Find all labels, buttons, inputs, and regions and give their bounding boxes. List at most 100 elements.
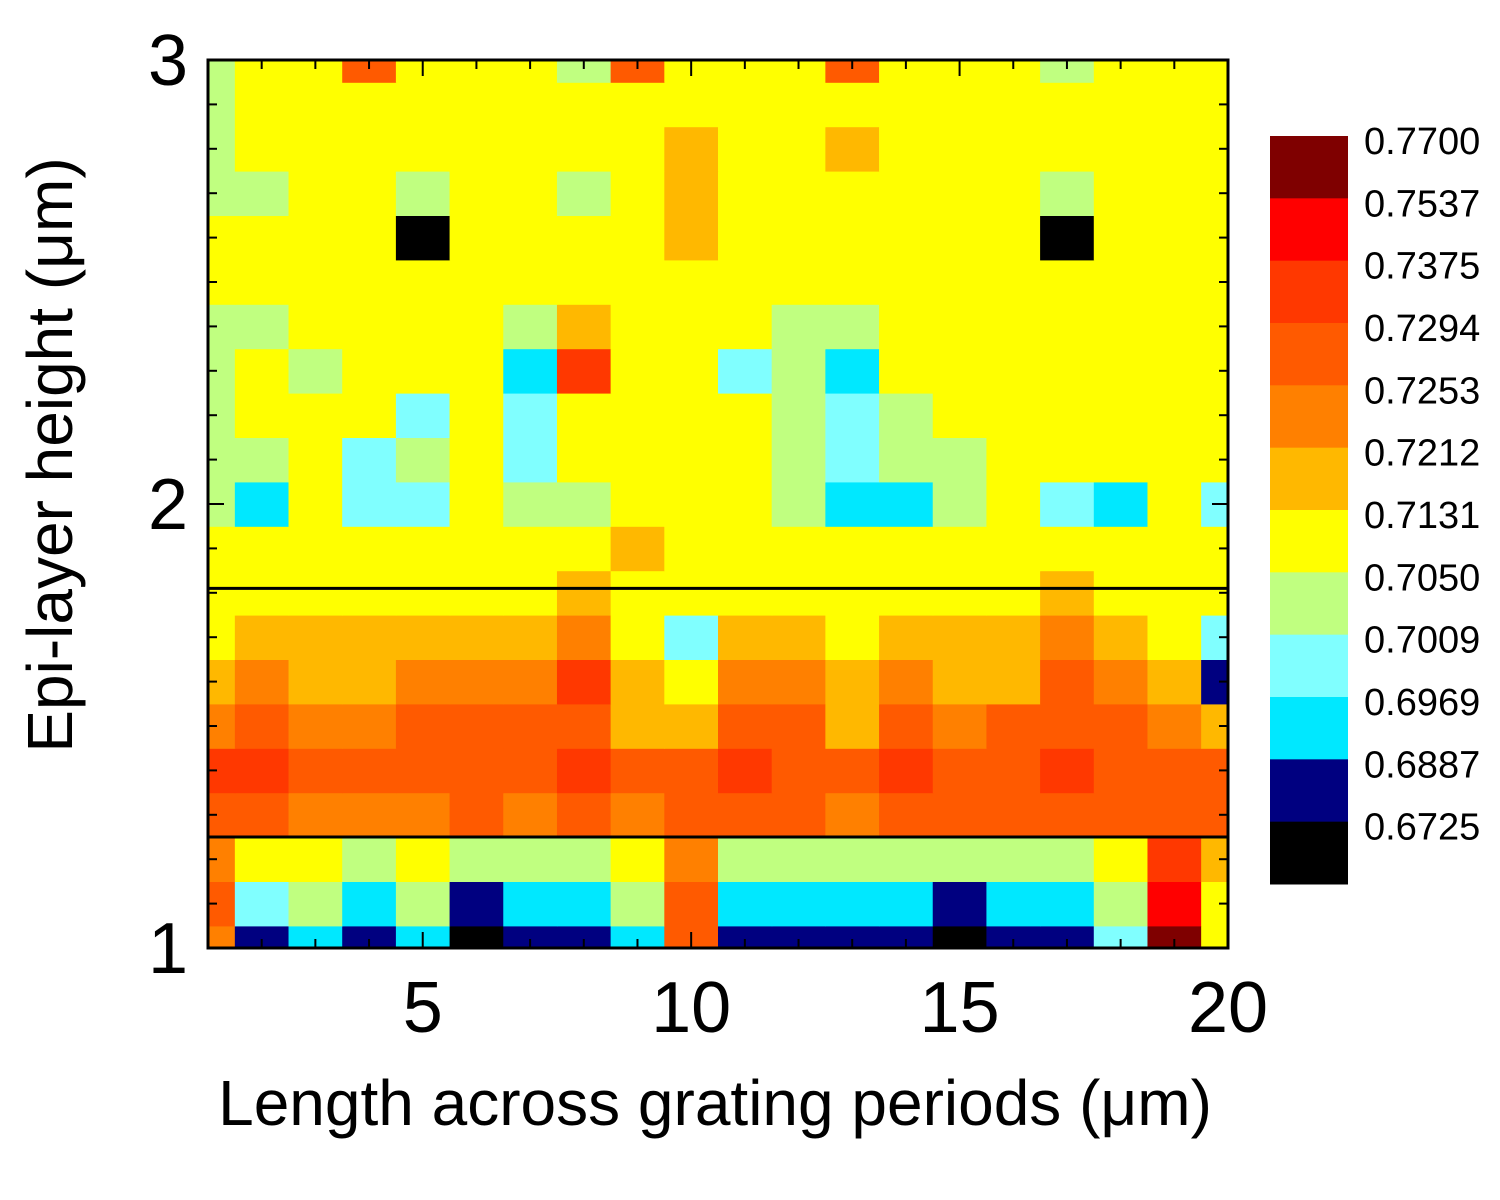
contour-cell: [986, 881, 1041, 927]
contour-cell: [1040, 748, 1095, 794]
contour-cell: [556, 259, 612, 305]
contour-cell: [449, 82, 504, 128]
contour-cell: [932, 393, 988, 438]
contour-cell: [234, 171, 290, 216]
contour-cell: [1040, 171, 1095, 216]
contour-cell: [610, 615, 665, 660]
contour-cell: [664, 881, 719, 927]
contour-cell: [879, 304, 934, 350]
contour-cell: [234, 60, 290, 83]
contour-cell: [1093, 393, 1149, 438]
contour-cell: [825, 60, 880, 83]
contour-cell: [771, 703, 826, 749]
contour-cell: [932, 792, 988, 838]
contour-cell: [932, 126, 988, 172]
contour-cell: [208, 60, 236, 83]
contour-cell: [395, 215, 451, 261]
contour-cell: [879, 570, 934, 616]
contour-cell: [664, 437, 719, 483]
contour-cell: [879, 526, 934, 572]
contour-cell: [825, 348, 880, 394]
contour-cell: [771, 304, 826, 350]
contour-cell: [718, 481, 773, 527]
contour-cell: [449, 481, 504, 527]
contour-cell: [288, 393, 343, 438]
contour-cell: [1093, 437, 1149, 483]
colorbar-label: 0.6887: [1364, 744, 1480, 786]
contour-cell: [395, 615, 451, 660]
contour-cell: [825, 393, 880, 438]
contour-cell: [825, 437, 880, 483]
contour-cell: [610, 215, 665, 261]
contour-cell: [610, 60, 665, 83]
contour-cell: [825, 615, 880, 660]
contour-cell: [503, 171, 558, 216]
contour-cell: [1147, 703, 1202, 749]
contour-cell: [395, 837, 451, 882]
contour-cell: [503, 748, 558, 794]
contour-cell: [932, 881, 988, 927]
contour-cell: [771, 837, 826, 882]
contour-cell: [234, 659, 290, 705]
x-axis-label: Length across grating periods (μm): [218, 1067, 1212, 1139]
contour-cell: [1093, 82, 1149, 128]
contour-cell: [825, 659, 880, 705]
colorbar-label: 0.7294: [1364, 308, 1480, 350]
contour-cell: [1147, 348, 1202, 394]
contour-cell: [1093, 348, 1149, 394]
contour-cell: [986, 215, 1041, 261]
contour-cell: [288, 60, 343, 83]
contour-cell: [1093, 215, 1149, 261]
y-tick-label: 2: [148, 465, 188, 545]
contour-cell: [1147, 615, 1202, 660]
contour-cell: [986, 304, 1041, 350]
contour-cell: [986, 570, 1041, 616]
contour-cell: [825, 526, 880, 572]
contour-cell: [395, 348, 451, 394]
contour-cell: [610, 792, 665, 838]
contour-cell: [342, 126, 397, 172]
contour-cell: [234, 703, 290, 749]
contour-cell: [1093, 792, 1149, 838]
contour-cell: [449, 259, 504, 305]
contour-cell: [825, 703, 880, 749]
contour-cell: [234, 437, 290, 483]
contour-cell: [342, 615, 397, 660]
contour-cell: [718, 60, 773, 83]
contour-cell: [503, 925, 558, 949]
contour-cell: [771, 526, 826, 572]
contour-cell: [342, 748, 397, 794]
contour-cell: [556, 925, 612, 949]
contour-cell: [288, 481, 343, 527]
contour-cell: [234, 837, 290, 882]
contour-cell: [342, 348, 397, 394]
contour-cell: [1147, 881, 1202, 927]
contour-cell: [288, 82, 343, 128]
contour-cell: [556, 393, 612, 438]
colorbar-label: 0.7009: [1364, 620, 1480, 662]
contour-cell: [986, 659, 1041, 705]
contour-cell: [1147, 526, 1202, 572]
contour-cell: [1147, 215, 1202, 261]
contour-cell: [449, 348, 504, 394]
contour-cell: [1147, 748, 1202, 794]
contour-cell: [610, 126, 665, 172]
contour-cell: [771, 615, 826, 660]
contour-cell: [449, 526, 504, 572]
contour-cell: [1147, 437, 1202, 483]
contour-cell: [610, 748, 665, 794]
contour-cell: [879, 792, 934, 838]
contour-cell: [879, 881, 934, 927]
contour-cell: [288, 259, 343, 305]
x-tick-label: 5: [403, 968, 443, 1048]
contour-cell: [825, 792, 880, 838]
contour-cell: [342, 304, 397, 350]
contour-cell: [395, 659, 451, 705]
contour-cell: [1147, 171, 1202, 216]
contour-cell: [342, 215, 397, 261]
contour-cell: [556, 570, 612, 616]
contour-cell: [342, 259, 397, 305]
contour-cell: [1093, 259, 1149, 305]
contour-cell: [1093, 481, 1149, 527]
